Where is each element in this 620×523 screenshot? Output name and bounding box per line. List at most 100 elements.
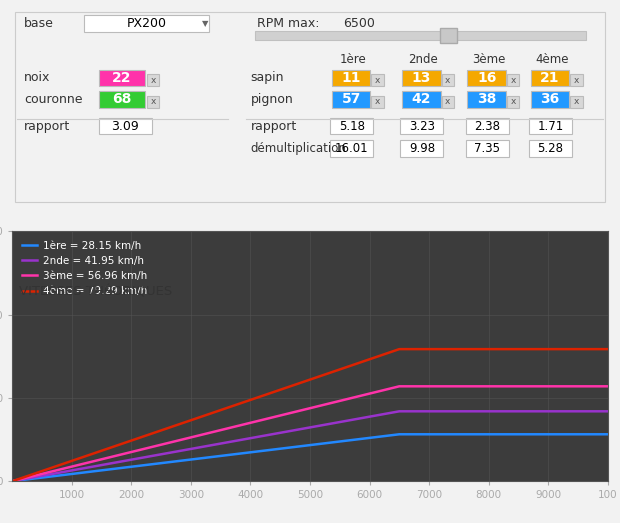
Text: couronne: couronne	[24, 93, 82, 106]
FancyBboxPatch shape	[467, 70, 506, 86]
FancyBboxPatch shape	[529, 140, 572, 156]
FancyBboxPatch shape	[401, 118, 443, 134]
Text: 9.98: 9.98	[409, 142, 435, 155]
Text: x: x	[445, 97, 451, 106]
Text: 38: 38	[477, 92, 497, 106]
FancyBboxPatch shape	[147, 74, 159, 86]
2nde = 41.95 km/h	[330, 420, 337, 426]
Text: 22: 22	[112, 71, 131, 85]
FancyBboxPatch shape	[147, 96, 159, 108]
4ème = 79.29 km/h	[556, 346, 564, 353]
Text: x: x	[510, 76, 516, 85]
Text: 68: 68	[112, 92, 131, 106]
Text: x: x	[574, 76, 579, 85]
3ème = 56.96 km/h	[556, 383, 564, 390]
Text: x: x	[151, 97, 156, 106]
4ème = 79.29 km/h	[9, 478, 16, 484]
FancyBboxPatch shape	[570, 96, 583, 108]
FancyBboxPatch shape	[531, 70, 569, 86]
Text: 13: 13	[412, 71, 431, 85]
Text: 57: 57	[342, 92, 361, 106]
Text: pignon: pignon	[250, 93, 293, 106]
1ère = 28.15 km/h	[604, 431, 611, 437]
FancyBboxPatch shape	[371, 74, 384, 86]
FancyBboxPatch shape	[466, 118, 509, 134]
Line: 1ère = 28.15 km/h: 1ère = 28.15 km/h	[12, 434, 608, 481]
3ème = 56.96 km/h	[259, 417, 266, 423]
Text: x: x	[375, 76, 380, 85]
Text: ▼: ▼	[202, 19, 208, 28]
Text: sapin: sapin	[250, 72, 284, 85]
Text: rapport: rapport	[24, 120, 70, 133]
3ème = 56.96 km/h	[226, 425, 233, 431]
Text: 1.71: 1.71	[538, 120, 564, 133]
2nde = 41.95 km/h	[9, 478, 16, 484]
4ème = 79.29 km/h	[226, 404, 233, 410]
1ère = 28.15 km/h	[556, 431, 564, 437]
2nde = 41.95 km/h	[556, 408, 564, 414]
FancyBboxPatch shape	[441, 96, 454, 108]
FancyBboxPatch shape	[401, 140, 443, 156]
FancyBboxPatch shape	[507, 74, 520, 86]
FancyBboxPatch shape	[529, 118, 572, 134]
1ère = 28.15 km/h	[399, 431, 406, 437]
2nde = 41.95 km/h	[259, 433, 266, 439]
Text: 42: 42	[412, 92, 431, 106]
1ère = 28.15 km/h	[62, 472, 69, 478]
FancyBboxPatch shape	[99, 118, 152, 134]
FancyBboxPatch shape	[402, 70, 441, 86]
1ère = 28.15 km/h	[259, 448, 266, 454]
Text: 16.01: 16.01	[335, 142, 368, 155]
1ère = 28.15 km/h	[9, 478, 16, 484]
Text: x: x	[445, 76, 451, 85]
Text: x: x	[375, 97, 380, 106]
Text: 36: 36	[541, 92, 560, 106]
4ème = 79.29 km/h	[396, 346, 403, 353]
2nde = 41.95 km/h	[226, 439, 233, 445]
FancyBboxPatch shape	[332, 91, 371, 108]
1ère = 28.15 km/h	[330, 439, 337, 446]
3ème = 56.96 km/h	[399, 383, 406, 390]
4ème = 79.29 km/h	[259, 393, 266, 399]
3ème = 56.96 km/h	[9, 478, 16, 484]
Line: 4ème = 79.29 km/h: 4ème = 79.29 km/h	[12, 349, 608, 481]
4ème = 79.29 km/h	[330, 368, 337, 374]
FancyBboxPatch shape	[99, 91, 145, 108]
FancyBboxPatch shape	[332, 70, 371, 86]
FancyBboxPatch shape	[255, 31, 587, 40]
2nde = 41.95 km/h	[62, 469, 69, 475]
Text: PX200: PX200	[127, 17, 167, 30]
Text: 4ème: 4ème	[535, 53, 569, 66]
FancyBboxPatch shape	[531, 91, 569, 108]
4ème = 79.29 km/h	[604, 346, 611, 353]
Text: 21: 21	[540, 71, 560, 85]
FancyBboxPatch shape	[507, 96, 520, 108]
Text: 7.35: 7.35	[474, 142, 500, 155]
Text: x: x	[574, 97, 579, 106]
Text: x: x	[510, 97, 516, 106]
4ème = 79.29 km/h	[62, 460, 69, 466]
Text: 3.09: 3.09	[112, 120, 139, 133]
FancyBboxPatch shape	[440, 28, 457, 43]
Line: 3ème = 56.96 km/h: 3ème = 56.96 km/h	[12, 386, 608, 481]
Text: rapport: rapport	[250, 120, 297, 133]
FancyBboxPatch shape	[99, 70, 145, 86]
Text: 2.38: 2.38	[474, 120, 500, 133]
FancyBboxPatch shape	[441, 74, 454, 86]
Legend: 1ère = 28.15 km/h, 2nde = 41.95 km/h, 3ème = 56.96 km/h, 4ème = 79.29 km/h: 1ère = 28.15 km/h, 2nde = 41.95 km/h, 3è…	[17, 236, 151, 301]
Text: 6500: 6500	[343, 17, 376, 30]
FancyBboxPatch shape	[402, 91, 441, 108]
2nde = 41.95 km/h	[396, 408, 403, 414]
3ème = 56.96 km/h	[330, 399, 337, 405]
FancyBboxPatch shape	[330, 118, 373, 134]
1ère = 28.15 km/h	[12, 477, 19, 484]
Text: 2nde: 2nde	[409, 53, 438, 66]
FancyBboxPatch shape	[570, 74, 583, 86]
Line: 2nde = 41.95 km/h: 2nde = 41.95 km/h	[12, 411, 608, 481]
Text: 5.18: 5.18	[339, 120, 365, 133]
Text: noix: noix	[24, 72, 50, 85]
4ème = 79.29 km/h	[12, 477, 19, 483]
Text: VITESSES THÉORIQUES: VITESSES THÉORIQUES	[19, 286, 172, 299]
FancyBboxPatch shape	[467, 91, 506, 108]
Text: 5.28: 5.28	[538, 142, 564, 155]
